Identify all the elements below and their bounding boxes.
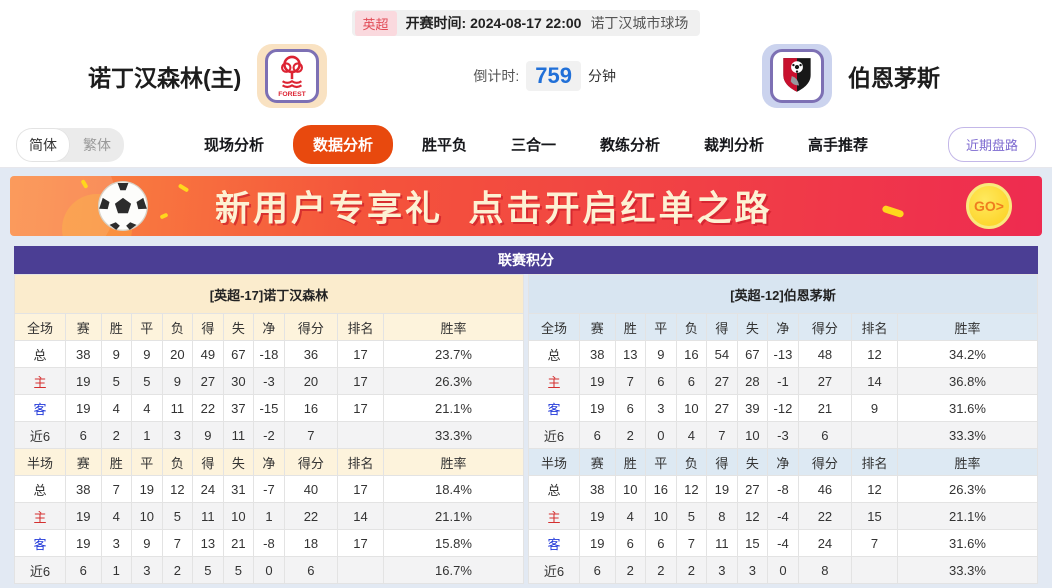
halftime-columns-header-row: 半场赛胜平负得失净得分 排名 胜率 (528, 448, 1039, 476)
match-header: 诺丁汉森林(主) FOREST 倒计时: 759 分钟 (0, 36, 1052, 122)
navbar: 简体 繁体 现场分析 数据分析 胜平负 三合一 教练分析 裁判分析 高手推荐 近期盘路 (0, 122, 1052, 168)
kickoff-value: 2024-08-17 22:00 (470, 15, 582, 31)
fulltime-columns-header-row: 全场赛胜平负得失净得分 排名 胜率 (528, 313, 1039, 341)
language-toggle: 简体 繁体 (16, 127, 124, 162)
away-team-standings-panel: [英超-12]伯恩茅斯 全场赛胜平负得失净得分 排名 胜率总 38 13 9 16 54 67 -1… (528, 274, 1039, 584)
countdown-value: 759 (526, 61, 581, 91)
match-info-pill: 英超 开赛时间: 2024-08-17 22:00 诺丁汉城市球场 (351, 10, 701, 36)
banner-headline: 新用户专享礼 点击开启红单之路 (215, 189, 773, 229)
standings-panels: [英超-17]诺丁汉森林 全场赛胜平负得失净得分 排名 胜率总 38 9 9 20 49 67 -1… (14, 274, 1039, 584)
table-row: 总 38 10 16 12 19 27 -8 46 12 26.3% (528, 475, 1039, 503)
kickoff-label: 开赛时间: (405, 15, 467, 31)
countdown: 倒计时: 759 分钟 (473, 61, 616, 91)
soccer-ball-icon (96, 179, 150, 236)
table-row: 总 38 13 9 16 54 67 -13 48 12 34.2% (528, 340, 1039, 368)
svg-text:FOREST: FOREST (279, 91, 307, 98)
bournemouth-crest-icon (770, 49, 824, 103)
home-team-group: 诺丁汉森林(主) FOREST (88, 44, 328, 108)
tab-裁判分析[interactable]: 裁判分析 (689, 126, 779, 163)
team-header-row: [英超-12]伯恩茅斯 (528, 274, 1038, 314)
table-row: 客 19 3 9 7 13 21 -8 18 17 15.8% (14, 529, 525, 557)
match-info-bar: 英超 开赛时间: 2024-08-17 22:00 诺丁汉城市球场 (0, 0, 1052, 36)
table-row: 主 19 4 10 5 11 10 1 22 14 21.1% (14, 502, 525, 530)
tab-教练分析[interactable]: 教练分析 (585, 126, 675, 163)
recent-odds-button[interactable]: 近期盘路 (947, 127, 1036, 162)
standings-title: 联赛积分 (14, 246, 1038, 274)
countdown-label: 倒计时: (473, 68, 520, 84)
forest-crest-icon: FOREST (265, 49, 320, 103)
table-row: 主 19 4 10 5 8 12 -4 22 15 21.1% (528, 502, 1039, 530)
table-row: 主 19 5 5 9 27 30 -3 20 17 26.3% (14, 367, 525, 395)
lang-traditional-button[interactable]: 繁体 (70, 128, 124, 162)
confetti-decor (159, 212, 169, 220)
tab-三合一[interactable]: 三合一 (496, 126, 571, 163)
table-row: 近6 6 1 3 2 5 5 0 6 16.7% (14, 556, 525, 584)
table-row: 主 19 7 6 6 27 28 -1 27 14 36.8% (528, 367, 1039, 395)
table-row: 近6 6 2 0 4 7 10 -3 6 33.3% (528, 421, 1039, 449)
confetti-decor (881, 204, 905, 219)
table-row: 总 38 7 19 12 24 31 -7 40 17 18.4% (14, 475, 525, 503)
away-team-group: 伯恩茅斯 (762, 44, 940, 108)
table-row: 客 19 6 6 7 11 15 -4 24 7 31.6% (528, 529, 1039, 557)
tab-现场分析[interactable]: 现场分析 (189, 126, 279, 163)
banner-go-button[interactable]: GO> (966, 183, 1012, 229)
league-standings-section: 联赛积分 [英超-17]诺丁汉森林 全场赛胜平负得失净得分 排名 胜率总 38 9 9 20 4… (14, 246, 1039, 584)
halftime-columns-header-row: 半场赛胜平负得失净得分 排名 胜率 (14, 448, 525, 476)
table-row: 近6 6 2 1 3 9 11 -2 7 33.3% (14, 421, 525, 449)
countdown-unit: 分钟 (587, 68, 616, 84)
content-area: 新用户专享礼 点击开启红单之路 GO> 联赛积分 [英超-17]诺丁汉森林 全场赛… (0, 168, 1052, 588)
home-team-name: 诺丁汉森林(主) (88, 65, 242, 91)
promo-banner[interactable]: 新用户专享礼 点击开启红单之路 GO> (10, 176, 1042, 236)
tab-胜平负[interactable]: 胜平负 (407, 126, 482, 163)
table-row: 客 19 6 3 10 27 39 -12 21 9 31.6% (528, 394, 1039, 422)
venue-name: 诺丁汉城市球场 (590, 15, 689, 31)
home-standings-table: [英超-17]诺丁汉森林 全场赛胜平负得失净得分 排名 胜率总 38 9 9 20 49 67 -1… (14, 274, 525, 584)
home-team-standings-panel: [英超-17]诺丁汉森林 全场赛胜平负得失净得分 排名 胜率总 38 9 9 20 49 67 -1… (14, 274, 525, 584)
tab-高手推荐[interactable]: 高手推荐 (793, 126, 883, 163)
away-team-name: 伯恩茅斯 (848, 65, 940, 91)
kickoff-time: 开赛时间: 2024-08-17 22:00 (406, 13, 582, 33)
home-team-logo: FOREST (257, 44, 328, 108)
confetti-decor (177, 183, 190, 193)
table-row: 近6 6 2 2 2 3 3 0 8 33.3% (528, 556, 1039, 584)
tab-数据分析[interactable]: 数据分析 (292, 125, 393, 164)
away-team-logo (762, 44, 832, 108)
team-header-row: [英超-17]诺丁汉森林 (14, 274, 524, 314)
nav-tabs: 现场分析 数据分析 胜平负 三合一 教练分析 裁判分析 高手推荐 (124, 125, 948, 164)
fulltime-columns-header-row: 全场赛胜平负得失净得分 排名 胜率 (14, 313, 525, 341)
away-standings-table: [英超-12]伯恩茅斯 全场赛胜平负得失净得分 排名 胜率总 38 13 9 16 54 67 -1… (528, 274, 1039, 584)
league-badge: 英超 (354, 10, 397, 36)
lang-simplified-button[interactable]: 简体 (16, 127, 70, 162)
table-row: 总 38 9 9 20 49 67 -18 36 17 23.7% (14, 340, 525, 368)
table-row: 客 19 4 4 11 22 37 -15 16 17 21.1% (14, 394, 525, 422)
